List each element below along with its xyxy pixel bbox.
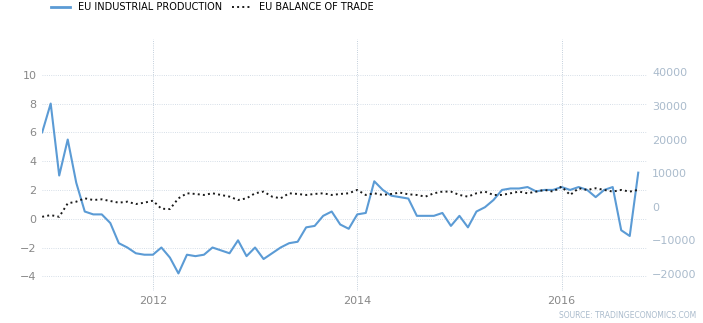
EU INDUSTRIAL PRODUCTION: [634, 171, 643, 175]
EU INDUSTRIAL PRODUCTION: [617, 228, 626, 232]
EU BALANCE OF TRADE: [557, 185, 566, 189]
Line: EU BALANCE OF TRADE: EU BALANCE OF TRADE: [42, 187, 638, 217]
EU INDUSTRIAL PRODUCTION: [591, 195, 600, 199]
EU INDUSTRIAL PRODUCTION: [46, 102, 55, 106]
EU BALANCE OF TRADE: [38, 215, 46, 219]
Text: SOURCE: TRADINGECONOMICS.COM: SOURCE: TRADINGECONOMICS.COM: [559, 311, 696, 320]
EU BALANCE OF TRADE: [396, 191, 404, 194]
Legend: EU INDUSTRIAL PRODUCTION, EU BALANCE OF TRADE: EU INDUSTRIAL PRODUCTION, EU BALANCE OF …: [47, 0, 378, 16]
EU INDUSTRIAL PRODUCTION: [174, 272, 183, 276]
EU INDUSTRIAL PRODUCTION: [413, 214, 421, 218]
EU INDUSTRIAL PRODUCTION: [63, 138, 72, 141]
EU BALANCE OF TRADE: [55, 215, 63, 219]
EU BALANCE OF TRADE: [208, 191, 217, 195]
EU BALANCE OF TRADE: [328, 193, 336, 197]
EU INDUSTRIAL PRODUCTION: [131, 251, 140, 255]
EU INDUSTRIAL PRODUCTION: [38, 130, 46, 134]
EU BALANCE OF TRADE: [489, 193, 498, 197]
EU BALANCE OF TRADE: [609, 190, 617, 193]
EU BALANCE OF TRADE: [634, 188, 643, 192]
Line: EU INDUSTRIAL PRODUCTION: EU INDUSTRIAL PRODUCTION: [42, 104, 638, 274]
EU INDUSTRIAL PRODUCTION: [344, 227, 353, 231]
